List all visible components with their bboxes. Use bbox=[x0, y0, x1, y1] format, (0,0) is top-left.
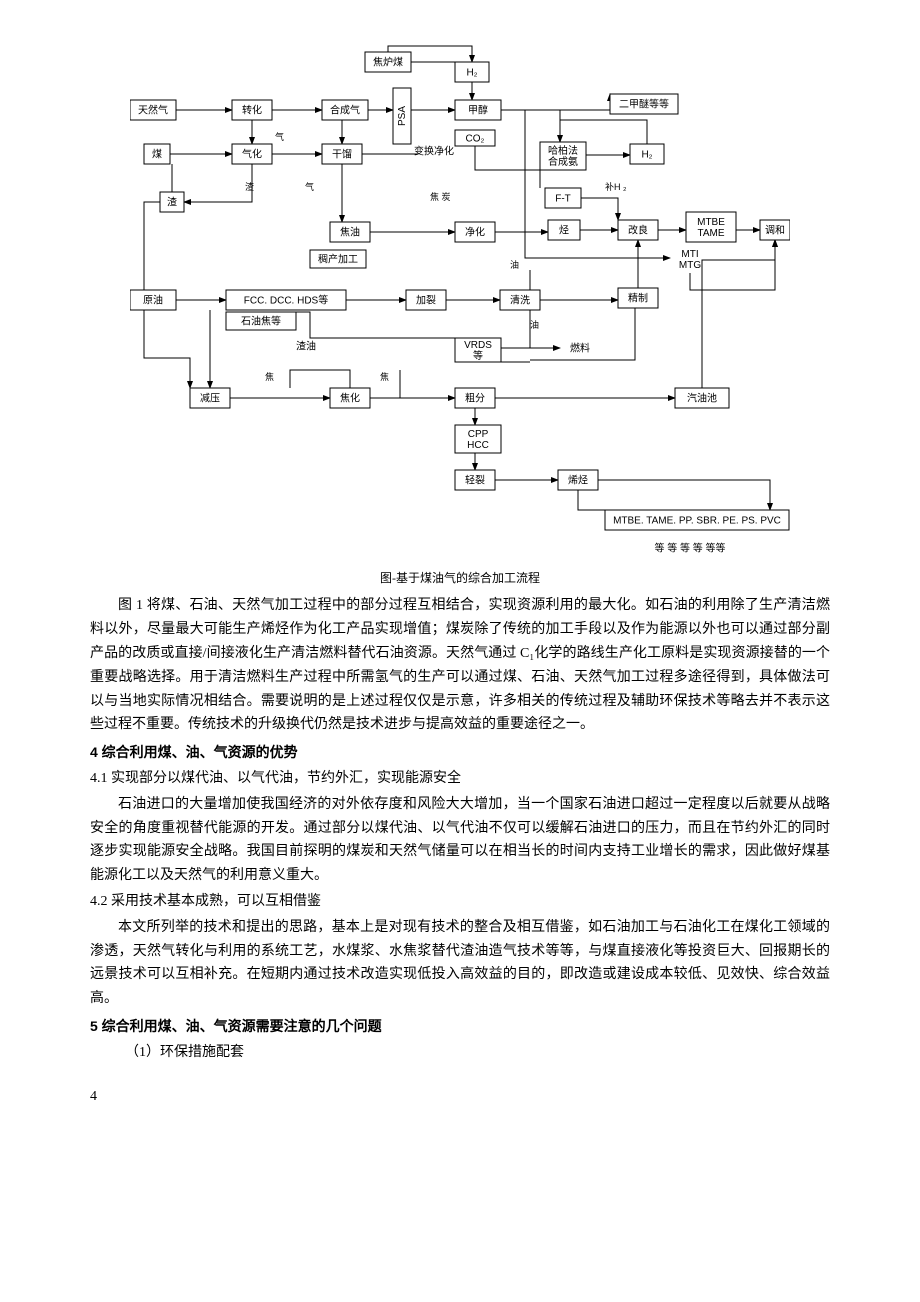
svg-text:净化: 净化 bbox=[465, 226, 485, 239]
svg-text:转化: 转化 bbox=[242, 104, 262, 117]
svg-text:MTI: MTI bbox=[681, 249, 698, 260]
svg-text:原油: 原油 bbox=[143, 294, 163, 307]
section-4-2-title: 4.2 采用技术基本成熟，可以互相借鉴 bbox=[90, 890, 830, 914]
svg-text:MTG: MTG bbox=[679, 260, 701, 271]
svg-text:甲醇: 甲醇 bbox=[468, 104, 488, 117]
svg-text:油: 油 bbox=[510, 259, 519, 270]
svg-text:FCC. DCC. HDS等: FCC. DCC. HDS等 bbox=[244, 294, 328, 307]
svg-text:轻裂: 轻裂 bbox=[465, 474, 485, 487]
svg-text:烯烃: 烯烃 bbox=[568, 474, 588, 487]
svg-text:焦化: 焦化 bbox=[340, 392, 360, 405]
svg-text:CPP: CPP bbox=[468, 429, 489, 440]
svg-text:F-T: F-T bbox=[555, 194, 571, 205]
section-4-1-title: 4.1 实现部分以煤代油、以气代油，节约外汇，实现能源安全 bbox=[90, 767, 830, 791]
svg-text:哈柏法: 哈柏法 bbox=[548, 144, 578, 157]
svg-text:清洗: 清洗 bbox=[510, 294, 530, 307]
svg-text:气: 气 bbox=[305, 181, 314, 192]
svg-text:改良: 改良 bbox=[628, 224, 648, 237]
section-5-title: 5 综合利用煤、油、气资源需要注意的几个问题 bbox=[90, 1015, 830, 1039]
svg-text:煤: 煤 bbox=[152, 148, 162, 161]
svg-text:石油焦等: 石油焦等 bbox=[241, 315, 281, 328]
svg-text:减压: 减压 bbox=[200, 393, 220, 405]
svg-text:燃料: 燃料 bbox=[570, 342, 590, 355]
svg-text:HCC: HCC bbox=[467, 440, 489, 451]
svg-text:渣: 渣 bbox=[245, 181, 254, 192]
paragraph-4-2: 本文所列举的技术和提出的思路，基本上是对现有技术的整合及相互借鉴，如石油加工与石… bbox=[90, 916, 830, 1011]
svg-text:MTBE: MTBE bbox=[697, 217, 725, 228]
svg-text:渣: 渣 bbox=[167, 196, 177, 209]
svg-text:合成氨: 合成氨 bbox=[548, 155, 578, 168]
item-5-1: （1）环保措施配套 bbox=[90, 1041, 830, 1065]
svg-text:H₂: H₂ bbox=[466, 68, 477, 79]
diagram-svg: 焦炉煤 H₂ 天然气 转化 合成气 PSA 甲醇 二甲醚等等煤 气化 干馏 变换净化 CO₂ 哈柏法合成… bbox=[130, 40, 790, 560]
svg-text:焦 炭: 焦 炭 bbox=[430, 191, 451, 202]
svg-text:精制: 精制 bbox=[628, 292, 648, 305]
svg-text:VRDS: VRDS bbox=[464, 340, 492, 351]
svg-text:稠产加工: 稠产加工 bbox=[318, 253, 358, 266]
process-diagram: 焦炉煤 H₂ 天然气 转化 合成气 PSA 甲醇 二甲醚等等煤 气化 干馏 变换净化 CO₂ 哈柏法合成… bbox=[130, 40, 790, 560]
diagram-caption-small: 图-基于煤油气的综合加工流程 bbox=[90, 568, 830, 588]
svg-text:等: 等 bbox=[473, 349, 483, 362]
svg-text:焦: 焦 bbox=[380, 371, 389, 382]
svg-text:CO₂: CO₂ bbox=[466, 134, 485, 145]
svg-text:焦炉煤: 焦炉煤 bbox=[373, 56, 403, 69]
svg-text:TAME: TAME bbox=[697, 228, 724, 239]
paragraph-1: 图 1 将煤、石油、天然气加工过程中的部分过程互相结合，实现资源利用的最大化。如… bbox=[90, 594, 830, 737]
paragraph-4-1: 石油进口的大量增加使我国经济的对外依存度和风险大大增加，当一个国家石油进口超过一… bbox=[90, 793, 830, 888]
svg-text:二甲醚等等: 二甲醚等等 bbox=[619, 98, 669, 111]
svg-text:H₂: H₂ bbox=[641, 150, 652, 161]
svg-text:气: 气 bbox=[275, 131, 284, 142]
svg-text:补H ₂: 补H ₂ bbox=[605, 181, 627, 192]
svg-text:油: 油 bbox=[530, 319, 539, 330]
svg-text:PSA: PSA bbox=[397, 106, 408, 126]
section-4-title: 4 综合利用煤、油、气资源的优势 bbox=[90, 741, 830, 765]
svg-text:粗分: 粗分 bbox=[465, 393, 485, 405]
svg-text:焦油: 焦油 bbox=[340, 226, 360, 239]
svg-text:气化: 气化 bbox=[242, 148, 262, 161]
svg-text:焦: 焦 bbox=[265, 371, 274, 382]
svg-text:天然气: 天然气 bbox=[138, 104, 168, 117]
svg-text:烃: 烃 bbox=[559, 224, 569, 237]
svg-text:变换净化: 变换净化 bbox=[414, 145, 454, 158]
page-number: 4 bbox=[90, 1085, 830, 1109]
svg-text:合成气: 合成气 bbox=[330, 104, 360, 117]
svg-text:调和: 调和 bbox=[765, 225, 785, 237]
svg-text:干馏: 干馏 bbox=[332, 148, 352, 161]
svg-text:MTBE. TAME. PP. SBR. PE. PS. P: MTBE. TAME. PP. SBR. PE. PS. PVC bbox=[613, 516, 781, 527]
svg-text:加裂: 加裂 bbox=[416, 294, 436, 307]
svg-text:汽油池: 汽油池 bbox=[687, 392, 717, 405]
svg-text:等 等 等 等 等等: 等 等 等 等 等等 bbox=[654, 542, 725, 555]
svg-text:渣油: 渣油 bbox=[296, 340, 316, 353]
